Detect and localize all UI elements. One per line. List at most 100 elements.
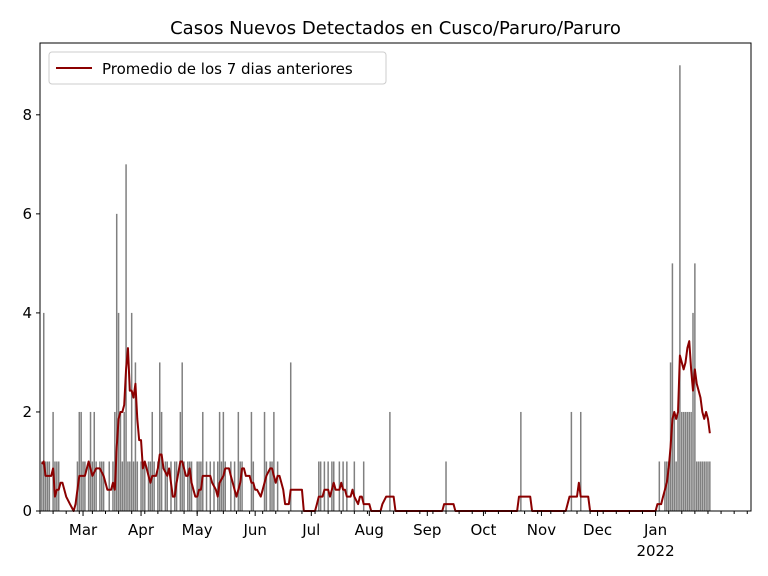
bar [692,312,694,511]
bar [121,461,124,511]
x-tick-year-label: 2022 [636,542,674,560]
bar [688,411,691,511]
bar [241,461,243,511]
bar [389,411,391,511]
bar [157,461,159,511]
bar [445,461,447,511]
bar [80,411,82,511]
bar [52,411,54,511]
bar [346,461,348,511]
chart-title: Casos Nuevos Detectados en Cusco/Paruro/… [170,18,621,39]
bar [132,461,135,511]
bar [142,461,144,511]
bar [159,362,161,511]
bar [682,411,685,511]
bar [218,411,221,511]
bar [44,461,47,511]
bar [95,461,97,511]
x-tick-label: May [182,521,213,539]
bar [353,461,356,511]
bar [149,461,152,511]
bar [709,461,711,511]
bar [323,461,326,511]
bar [579,411,582,511]
y-tick-label: 0 [22,502,32,520]
bar [230,461,232,511]
bar [187,461,189,511]
bar [42,312,45,511]
x-tick-label: Nov [527,521,556,539]
bar [87,461,90,511]
bar [250,411,253,511]
bar [153,461,155,511]
bar [703,461,705,511]
bar [166,461,168,511]
bar [679,65,681,511]
bar [46,461,49,511]
bar [84,461,86,511]
bar [675,461,677,511]
bar [570,411,573,511]
legend: Promedio de los 7 dias anteriores [48,51,387,85]
bar [681,411,683,511]
bar [673,411,676,511]
bar [695,461,698,511]
bar [686,411,689,511]
bar [205,461,208,511]
bar [319,461,322,511]
bar [209,461,212,511]
bar [147,461,150,511]
bar [125,164,127,511]
bar [701,461,704,511]
bar [697,461,700,511]
x-tick-label: Apr [128,521,155,539]
bar [202,411,204,511]
bar [134,362,137,511]
x-tick-label: Jan [643,521,667,539]
bar [151,411,154,511]
x-tick-label: Dec [583,521,612,539]
bar [658,461,661,511]
line-layer [41,340,711,512]
bar [102,461,105,511]
bar [115,213,118,512]
x-tick-label: Oct [470,521,496,539]
bar [144,461,146,511]
moving-average-line [41,340,711,512]
y-tick-label: 6 [22,205,32,223]
x-tick-label: Aug [355,521,384,539]
bar [89,411,92,511]
legend-label: Promedio de los 7 dias anteriores [102,60,353,78]
legend-box [48,51,387,85]
x-tick-label: Sep [413,521,441,539]
bar [41,461,43,511]
x-axis: Mar Apr May Jun Jul Aug Sep Oct Nov Dec Jan 2022 [39,511,748,560]
bar [694,263,696,511]
y-tick-label: 4 [22,304,32,322]
bar [265,461,268,511]
bar [101,461,103,511]
bar [667,461,670,511]
y-axis: 0 2 4 6 8 [22,106,40,520]
bar [222,411,225,511]
bar [93,411,96,511]
x-tick-label: Jul [301,521,320,539]
bar [78,411,81,511]
bar [196,461,198,511]
bar [224,461,226,511]
bar [119,411,122,511]
bar [82,461,84,511]
bar [677,411,679,511]
bar [671,263,674,511]
bar [220,461,223,511]
bar [183,461,185,511]
bar [289,362,292,511]
bar [127,461,129,511]
bar [114,411,116,511]
bar [237,411,240,511]
bar [188,461,191,511]
bar [217,461,219,511]
bar [198,461,200,511]
bar [707,461,709,511]
y-tick-label: 8 [22,106,32,124]
